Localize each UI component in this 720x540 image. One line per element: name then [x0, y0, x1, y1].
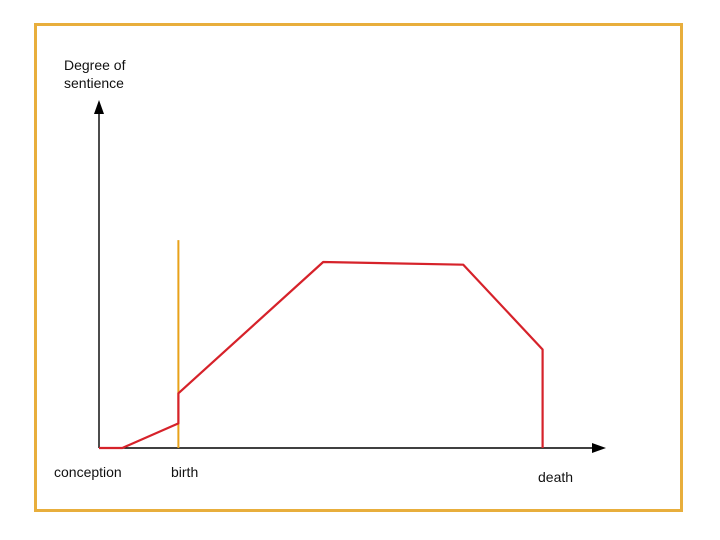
y-axis-label-line2: sentience	[64, 75, 124, 91]
chart-frame	[34, 23, 683, 512]
x-axis-arrow	[592, 443, 606, 453]
y-axis-arrow	[94, 100, 104, 114]
y-axis-label-line1: Degree of	[64, 57, 126, 73]
sentience-curve	[99, 260, 544, 450]
x-label-death: death	[538, 469, 574, 485]
x-label-birth: birth	[171, 464, 199, 480]
x-label-conception: conception	[54, 464, 122, 480]
